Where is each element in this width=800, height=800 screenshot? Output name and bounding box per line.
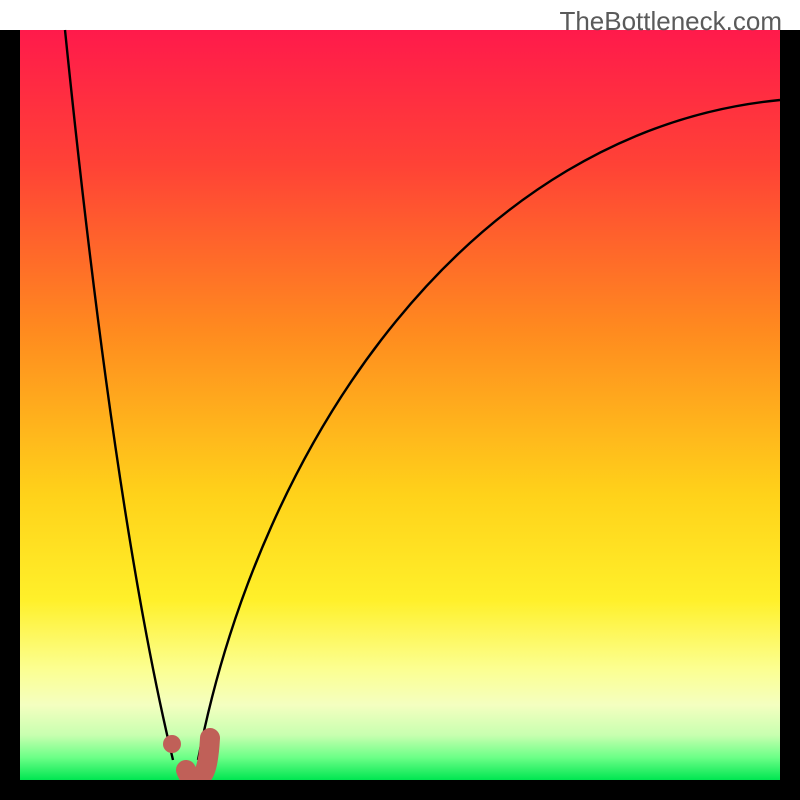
gradient-background (20, 30, 780, 780)
chart-container: TheBottleneck.com (0, 0, 800, 800)
frame-right (780, 30, 800, 800)
frame-bottom (0, 780, 800, 800)
watermark-text: TheBottleneck.com (559, 8, 782, 34)
frame-left (0, 30, 20, 800)
